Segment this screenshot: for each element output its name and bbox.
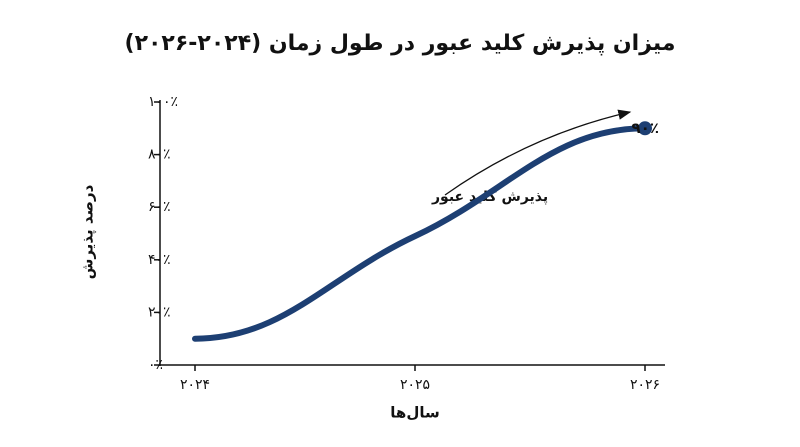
x-tick-label: ۲۰۲۴ xyxy=(180,377,210,393)
data-label: ۹۰٪ xyxy=(632,119,659,137)
x-tick-label: ۲۰۲۶ xyxy=(630,377,660,393)
line xyxy=(192,125,648,342)
y-axis-title: درصد پذیرش xyxy=(79,184,98,279)
point xyxy=(638,121,652,136)
chart-title: میزان پذیرش کلید عبور در طول زمان (۲۰۲۴-… xyxy=(125,31,676,56)
x-tick-label: ۲۰۲۵ xyxy=(400,377,430,393)
annotation: پذیرش کلید عبور xyxy=(431,189,548,205)
x-axis-title: سال‌ها xyxy=(390,404,439,422)
y-tick-label: ۱۰۰٪ xyxy=(148,94,178,110)
annotation-arrow xyxy=(444,109,632,196)
